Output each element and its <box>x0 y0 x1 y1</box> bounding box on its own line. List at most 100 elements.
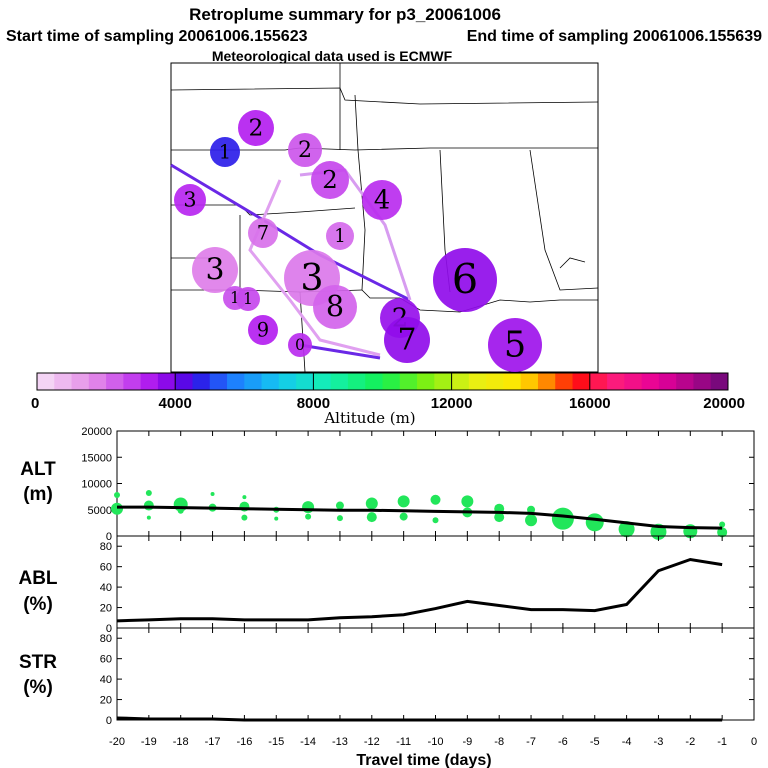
str-series-line <box>116 716 723 722</box>
colorbar-cell <box>537 373 556 390</box>
colorbar-cell <box>710 373 729 390</box>
colorbar-cell <box>641 373 660 390</box>
y-tick-label: 20 <box>100 603 112 615</box>
altitude-marker <box>143 500 154 511</box>
plume-circle <box>288 133 322 167</box>
colorbar-tick-label: 16000 <box>569 395 611 412</box>
colorbar-cell <box>175 373 193 390</box>
met-data-label: Meteorological data used is ECMWF <box>212 48 453 64</box>
map-plume: 9 <box>248 315 278 345</box>
map-plume: 1 <box>210 137 240 167</box>
altitude-marker <box>527 505 536 514</box>
y-tick-label: 80 <box>100 541 112 553</box>
altitude-marker <box>241 514 248 521</box>
plume-day-label: 7 <box>257 221 269 244</box>
altitude-marker <box>114 492 120 499</box>
y-tick-label: 10000 <box>81 479 112 491</box>
colorbar-tick-label: 20000 <box>703 395 745 412</box>
panel-alt: 0 5000 10000 15000 20000 ALT (m) <box>20 426 755 543</box>
plume-circle <box>210 137 240 167</box>
colorbar-cell <box>589 373 608 390</box>
colorbar-cell <box>520 373 539 390</box>
altitude-marker <box>274 516 279 521</box>
plume-day-label: 6 <box>452 254 478 303</box>
panel-label-name: ALT <box>20 459 56 480</box>
x-tick-label: -12 <box>364 736 380 748</box>
plume-day-label: 1 <box>243 290 253 308</box>
colorbar-cell <box>123 373 142 390</box>
altitude-marker <box>585 513 604 532</box>
panel-str: 0 20 40 60 80 STR (%) <box>19 627 755 727</box>
colorbar-cell <box>313 373 332 390</box>
colorbar-cell <box>88 373 107 390</box>
y-tick-label: 5000 <box>88 505 112 517</box>
altitude-marker <box>177 507 184 514</box>
altitude-marker <box>397 495 410 508</box>
colorbar-cell <box>278 373 297 390</box>
plume-circle <box>236 287 260 311</box>
map-plume: 5 <box>488 318 542 372</box>
plume-day-label: 5 <box>504 324 526 365</box>
y-tick-label: 0 <box>106 715 112 727</box>
altitude-marker <box>305 513 312 520</box>
end-time-label: End time of sampling 20061006.155639 <box>467 28 762 45</box>
plume-day-label: 2 <box>249 114 264 142</box>
map-plume: 2 <box>311 161 349 199</box>
altitude-marker <box>494 512 505 523</box>
colorbar-cell <box>140 373 159 390</box>
altitude-marker <box>366 512 377 523</box>
panel-label-unit: (m) <box>23 484 53 505</box>
map-plume: 3 <box>192 247 238 293</box>
colorbar-ticks: 0 4000 8000 12000 16000 20000 <box>31 373 745 412</box>
x-tick-label: -18 <box>173 736 189 748</box>
map-panel: 2122347133890652711 <box>170 62 599 373</box>
x-tick-label: -14 <box>300 736 316 748</box>
x-tick-label: -9 <box>462 736 472 748</box>
colorbar-cell <box>244 373 263 390</box>
plume-day-label: 0 <box>295 336 305 354</box>
abl-series-line <box>116 557 723 623</box>
colorbar-cell <box>365 373 383 390</box>
plume-day-label: 7 <box>397 323 416 358</box>
colorbar-cell <box>693 373 712 390</box>
colorbar-cell <box>382 373 401 390</box>
colorbar-cell <box>607 373 625 390</box>
map-plume: 7 <box>248 218 278 248</box>
colorbar-cell <box>71 373 90 390</box>
panel-label-unit: (%) <box>23 594 53 615</box>
x-axis: -20 -19 -18 -17 -16 -15 -14 -13 -12 -11 -10 -9 -8 -7-… <box>109 736 757 748</box>
x-tick-label: -11 <box>396 736 411 748</box>
colorbar-tick-label: 12000 <box>431 395 473 412</box>
altitude-marker <box>525 514 538 527</box>
altitude-marker <box>210 492 215 496</box>
map-plume-layer: 2122347133890652711 <box>170 110 542 372</box>
plume-circle <box>311 161 349 199</box>
x-axis-label: Travel time (days) <box>356 752 491 768</box>
x-tick-label: -4 <box>622 736 632 748</box>
y-tick-label: 15000 <box>81 452 112 464</box>
map-plume: 2 <box>238 110 274 146</box>
altitude-marker <box>336 515 343 522</box>
plume-day-label: 9 <box>257 318 269 341</box>
trajectory-line <box>170 163 411 302</box>
figure-title: Retroplume summary for p3_20061006 <box>189 5 501 24</box>
y-tick-label: 80 <box>100 633 112 645</box>
colorbar-cell <box>503 373 522 390</box>
altitude-colorbar: 0 4000 8000 12000 16000 20000 Altitude (m) <box>31 372 745 427</box>
altitude-marker <box>618 521 635 538</box>
x-tick-label: -15 <box>268 736 284 748</box>
x-tick-label: -1 <box>717 736 727 748</box>
x-tick-label: 0 <box>751 736 757 748</box>
y-tick-label: 40 <box>100 674 112 686</box>
plume-circle <box>288 333 312 357</box>
altitude-marker <box>365 497 378 510</box>
plume-circle <box>362 180 402 220</box>
altitude-marker <box>399 512 408 521</box>
panel-label-name: STR <box>19 652 57 673</box>
colorbar-cell <box>54 373 73 390</box>
altitude-marker <box>717 527 728 538</box>
plume-circle <box>248 218 278 248</box>
altitude-marker <box>432 517 439 524</box>
altitude-median-line <box>117 505 723 530</box>
